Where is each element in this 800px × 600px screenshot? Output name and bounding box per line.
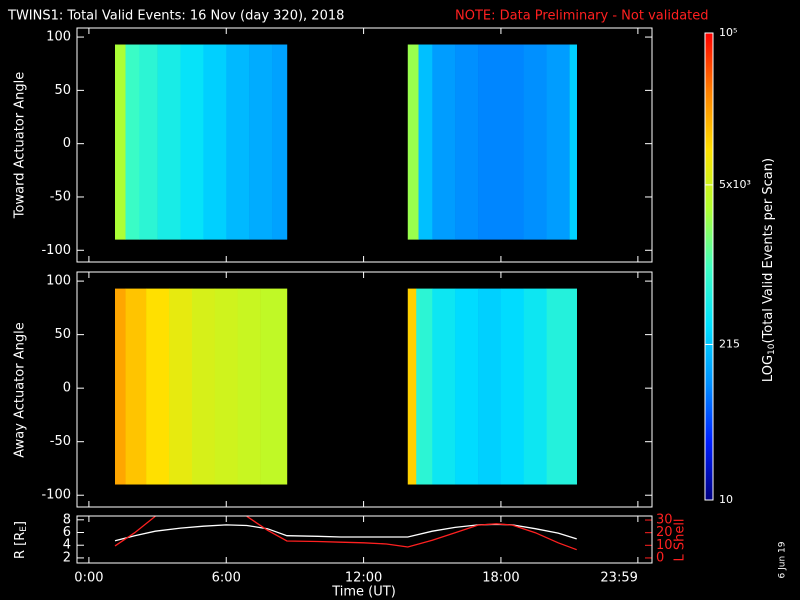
y-tick-label: 0 xyxy=(63,136,71,151)
heatmap-cell xyxy=(139,44,158,240)
y-axis-label: Toward Actuator Angle xyxy=(13,72,28,219)
heatmap-cell xyxy=(523,288,548,485)
colorbar-tick-label: 10⁵ xyxy=(719,26,737,39)
heatmap-cell xyxy=(500,44,525,240)
heatmap-cell xyxy=(226,44,250,240)
heatmap-cell xyxy=(180,44,204,240)
colorbar-tick-label: 215 xyxy=(719,337,740,350)
y2-tick-label: 30 xyxy=(656,513,673,528)
colorbar xyxy=(704,32,714,501)
heatmap-cell xyxy=(203,44,227,240)
heatmap-cell xyxy=(157,44,181,240)
y-tick-label: 2 xyxy=(63,550,71,565)
label-sub: E xyxy=(19,526,29,532)
heatmap-cell xyxy=(191,288,216,485)
x-tick-label: 23:59 xyxy=(600,571,637,586)
heatmap-cell xyxy=(249,44,273,240)
colorbar-tick-label: 5x10³ xyxy=(719,178,751,191)
colorbar-label: LOG10(Total Valid Events per Scan) xyxy=(761,158,777,382)
heatmap-cell xyxy=(214,288,238,485)
heatmap-cell xyxy=(260,288,288,485)
label-part: R [R xyxy=(13,532,28,559)
x-axis-label: Time (UT) xyxy=(331,585,396,600)
y-tick-label: 50 xyxy=(54,83,71,98)
heatmap-cell xyxy=(272,44,288,240)
heatmap-cell xyxy=(114,288,126,485)
heatmap-cell xyxy=(432,288,456,485)
y-tick-label: 6 xyxy=(63,525,71,540)
heatmap-cell xyxy=(416,288,433,485)
title: TWINS1: Total Valid Events: 16 Nov (day … xyxy=(7,9,344,24)
heatmap-cell xyxy=(432,44,456,240)
y-tick-label: 50 xyxy=(54,327,71,342)
heatmap-cell xyxy=(500,288,525,485)
colorbar-tick-label: 10 xyxy=(719,493,733,506)
heatmap-cell xyxy=(125,44,140,240)
heatmap-cell xyxy=(455,44,479,240)
label-part: (Total Valid Events per Scan) xyxy=(761,158,776,344)
y2-axis-label: L Shell xyxy=(673,518,688,561)
panel-frame xyxy=(76,27,653,263)
heatmap-cell xyxy=(407,44,419,240)
heatmap-cell xyxy=(169,288,193,485)
panel-frame xyxy=(76,271,653,508)
y-tick-label: -50 xyxy=(50,434,71,449)
x-tick-label: 0:00 xyxy=(74,571,103,586)
label-sub: 10 xyxy=(767,343,777,355)
y2-tick-label: 20 xyxy=(656,525,673,540)
y-tick-label: 4 xyxy=(63,538,71,553)
y-tick-label: 100 xyxy=(46,274,71,289)
date-stamp: 6 Jun 19 xyxy=(778,541,788,578)
heatmap-cell xyxy=(407,288,417,485)
y-tick-label: -100 xyxy=(41,488,71,503)
x-tick-label: 18:00 xyxy=(482,571,519,586)
heatmap-cell xyxy=(546,44,570,240)
y-tick-label: 100 xyxy=(46,30,71,45)
heatmap-cell xyxy=(569,44,577,240)
label-part: LOG xyxy=(761,355,776,382)
heatmap-cell xyxy=(418,44,433,240)
heatmap-cell xyxy=(478,44,502,240)
y-axis-label: Away Actuator Angle xyxy=(13,322,28,457)
heatmap-cell xyxy=(478,288,502,485)
heatmap-cell xyxy=(546,288,577,485)
y2-tick-label: 10 xyxy=(656,538,673,553)
x-tick-label: 6:00 xyxy=(212,571,241,586)
series-line xyxy=(114,516,577,551)
label-part: ] xyxy=(13,521,28,526)
heatmap-cell xyxy=(114,44,126,240)
x-tick-label: 12:00 xyxy=(345,571,382,586)
note: NOTE: Data Preliminary - Not validated xyxy=(455,9,709,24)
heatmap-cell xyxy=(455,288,479,485)
heatmap-cell xyxy=(146,288,170,485)
heatmap-cell xyxy=(523,44,548,240)
panel-frame xyxy=(76,515,653,564)
y-tick-label: 0 xyxy=(63,381,71,396)
heatmap-cell xyxy=(125,288,147,485)
y-tick-label: 8 xyxy=(63,512,71,527)
y-tick-label: -100 xyxy=(41,243,71,258)
y2-tick-label: 0 xyxy=(656,550,664,565)
y-tick-label: -50 xyxy=(50,189,71,204)
y-axis-label: R [RE] xyxy=(13,521,29,559)
heatmap-cell xyxy=(237,288,261,485)
